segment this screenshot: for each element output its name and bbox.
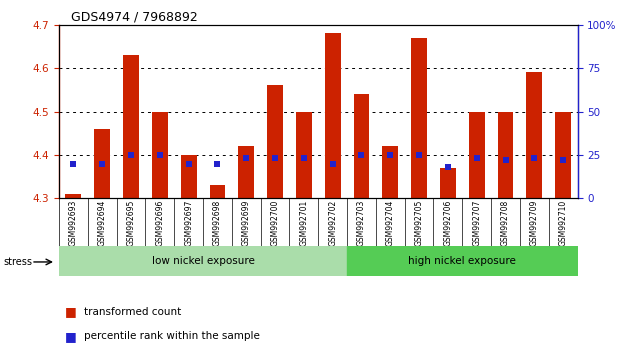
Bar (497, 112, 514, 198)
Bar (469, 112, 484, 198)
Text: transformed count: transformed count (84, 307, 181, 316)
Point (97, 161, 107, 166)
Point (472, 155, 482, 161)
Point (558, 157, 568, 163)
Point (501, 157, 510, 163)
Text: stress: stress (3, 257, 32, 267)
Bar (65, 194, 81, 198)
Text: ■: ■ (65, 305, 81, 318)
Bar (411, 38, 427, 198)
Point (385, 152, 395, 158)
Bar (94, 129, 110, 198)
Point (443, 164, 453, 170)
Bar (383, 146, 398, 198)
Bar (347, 246, 578, 276)
Point (328, 161, 338, 166)
Point (212, 161, 222, 166)
Bar (267, 85, 283, 198)
Bar (555, 112, 571, 198)
Point (184, 161, 194, 166)
Point (242, 155, 252, 161)
Point (68, 161, 78, 166)
Text: high nickel exposure: high nickel exposure (409, 256, 516, 266)
Point (414, 152, 424, 158)
Bar (353, 94, 369, 198)
Bar (152, 112, 168, 198)
Text: GDS4974 / 7968892: GDS4974 / 7968892 (71, 11, 198, 24)
Text: ■: ■ (65, 330, 81, 343)
Bar (296, 112, 312, 198)
Point (299, 155, 309, 161)
Text: low nickel exposure: low nickel exposure (152, 256, 255, 266)
Point (126, 152, 136, 158)
Bar (527, 73, 542, 198)
Bar (440, 168, 456, 198)
Point (270, 155, 280, 161)
Point (529, 155, 539, 161)
Bar (209, 185, 225, 198)
Point (155, 152, 165, 158)
Bar (181, 155, 197, 198)
Bar (325, 33, 340, 198)
Text: percentile rank within the sample: percentile rank within the sample (84, 331, 260, 341)
Point (356, 152, 366, 158)
Bar (238, 146, 254, 198)
Bar (123, 55, 139, 198)
Bar (59, 246, 347, 276)
